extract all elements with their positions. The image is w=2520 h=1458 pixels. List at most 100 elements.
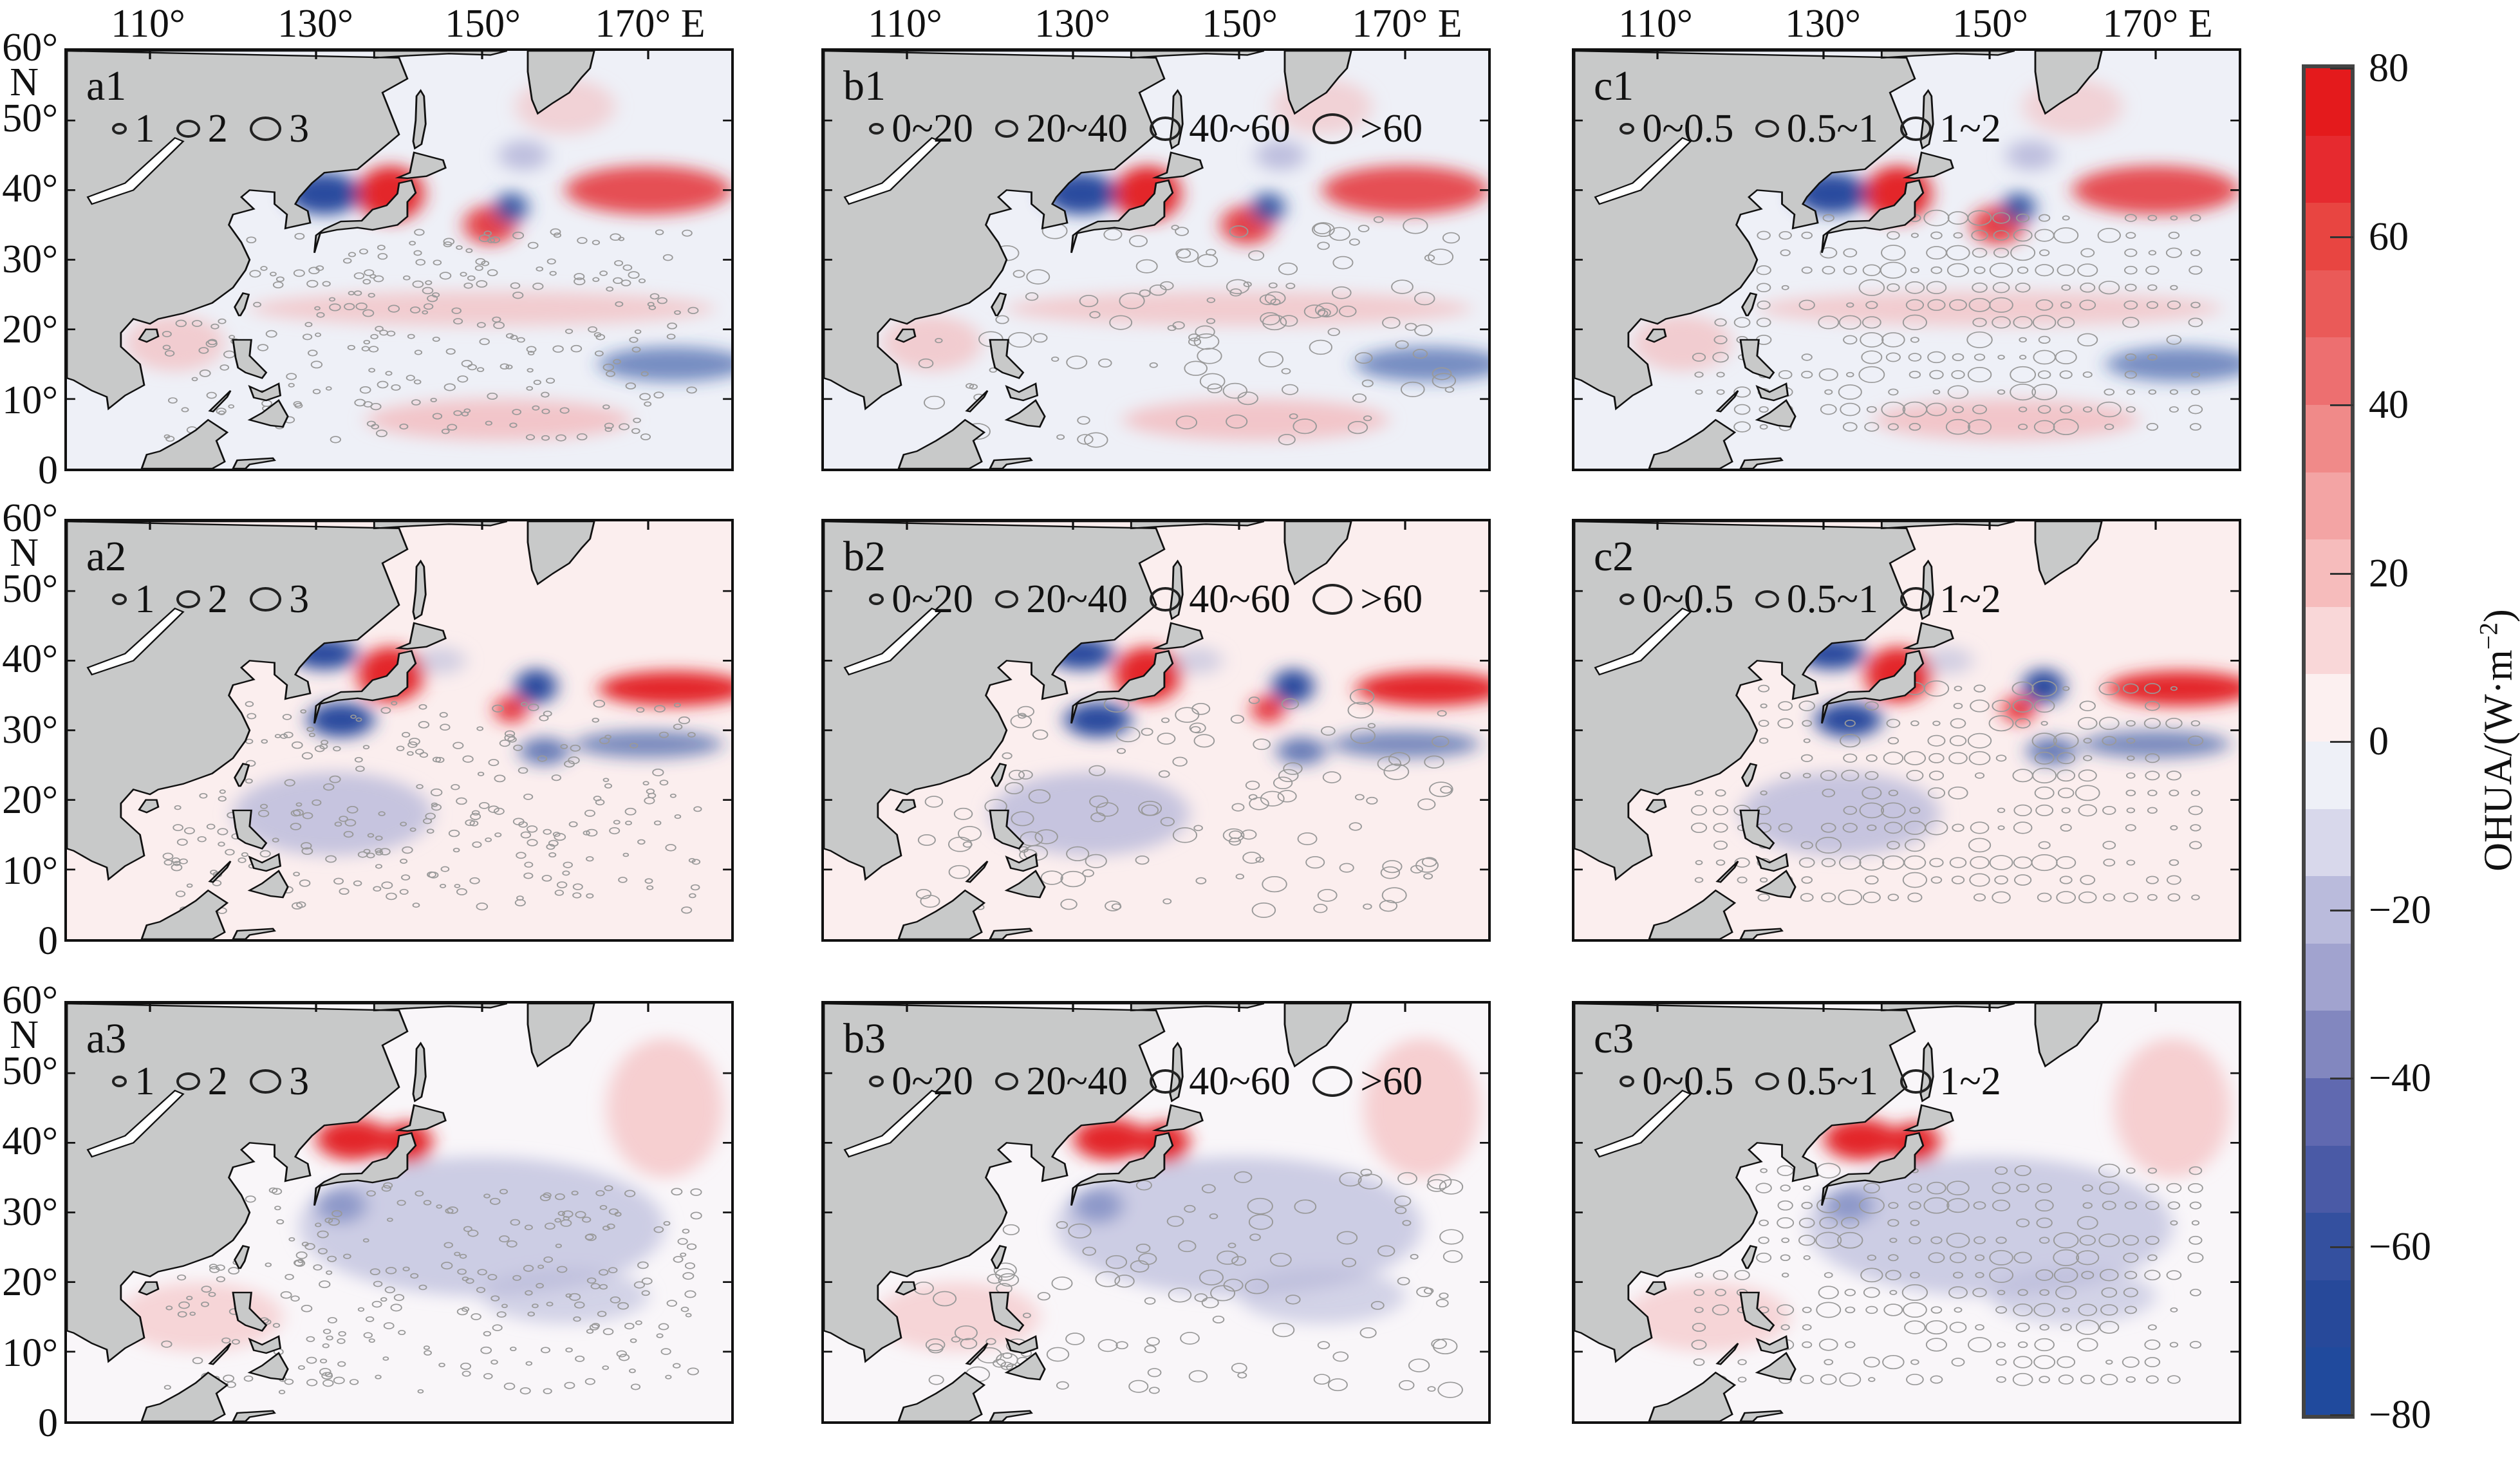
- circle-marker: [1992, 316, 2011, 329]
- negative-anomaly: [1255, 140, 1306, 171]
- circle-marker: [212, 880, 222, 886]
- circle-marker: [313, 1264, 322, 1271]
- circle-marker: [518, 821, 528, 828]
- circle-marker: [210, 870, 218, 875]
- circle-marker: [1759, 877, 1768, 883]
- circle-marker: [306, 1356, 317, 1364]
- circle-marker: [1863, 1182, 1880, 1194]
- circle-marker: [1199, 1269, 1224, 1285]
- circle-marker: [462, 755, 474, 763]
- circle-marker: [338, 1331, 346, 1337]
- circle-marker: [2190, 824, 2201, 832]
- circle-marker: [2037, 405, 2051, 414]
- circle-marker: [1951, 1358, 1965, 1367]
- circle-marker: [666, 333, 676, 340]
- circle-marker: [605, 370, 615, 377]
- circle-marker: [523, 793, 534, 800]
- circle-marker: [2013, 316, 2033, 329]
- circle-marker: [1248, 696, 1260, 704]
- circle-marker: [617, 1302, 629, 1310]
- circle-marker: [2038, 335, 2051, 344]
- circle-marker: [216, 407, 227, 415]
- circle-marker: [175, 319, 187, 328]
- circle-marker: [492, 704, 504, 713]
- negative-anomaly: [573, 730, 723, 758]
- circle-marker: [1432, 373, 1457, 389]
- circle-marker: [1380, 866, 1401, 879]
- circle-marker: [245, 778, 253, 784]
- circle-marker: [485, 837, 492, 843]
- circle-marker: [2032, 767, 2057, 783]
- circle-marker: [1863, 1356, 1880, 1368]
- negative-anomaly: [598, 346, 731, 382]
- circle-marker: [933, 1291, 957, 1307]
- circle-marker: [621, 279, 631, 286]
- circle-marker: [1139, 289, 1151, 297]
- circle-marker: [301, 1304, 313, 1313]
- land-taiwan: [1741, 1245, 1758, 1269]
- circle-marker: [441, 428, 450, 435]
- circle-marker: [1887, 283, 1900, 292]
- circle-marker: [1339, 1172, 1362, 1187]
- circle-marker: [293, 808, 304, 816]
- circle-marker: [201, 1301, 209, 1307]
- positive-anomaly: [2114, 1038, 2231, 1178]
- circle-marker: [622, 264, 633, 271]
- legend-circle-icon: [1619, 123, 1635, 135]
- circle-marker: [1858, 366, 1885, 384]
- circle-marker: [613, 277, 623, 285]
- circle-marker: [312, 389, 321, 395]
- circle-marker: [477, 771, 485, 776]
- circle-marker: [293, 269, 305, 277]
- negative-anomaly: [2027, 737, 2077, 765]
- legend-item: 20~40: [994, 579, 1128, 619]
- circle-marker: [375, 848, 383, 854]
- positive-anomaly: [366, 398, 632, 441]
- circle-marker: [454, 1251, 461, 1257]
- circle-marker: [595, 333, 606, 341]
- circle-marker: [1910, 337, 1919, 343]
- circle-marker: [2015, 1322, 2030, 1332]
- circle-marker: [209, 1266, 220, 1273]
- circle-marker: [283, 731, 294, 738]
- circle-marker: [363, 339, 371, 345]
- lake-baikal: [86, 136, 185, 205]
- circle-marker: [2169, 1341, 2179, 1348]
- circle-marker: [2125, 232, 2136, 239]
- circle-marker: [2190, 371, 2200, 378]
- circle-marker: [443, 241, 453, 248]
- circle-marker: [2062, 215, 2070, 221]
- circle-marker: [1758, 720, 1769, 727]
- circle-marker: [546, 843, 555, 850]
- circle-marker: [490, 1360, 498, 1365]
- circle-marker: [219, 789, 226, 794]
- circle-marker: [1866, 406, 1877, 413]
- circle-marker: [1089, 795, 1108, 808]
- circle-marker: [663, 1220, 671, 1226]
- circle-marker: [1194, 1293, 1208, 1302]
- map-canvas: [67, 1004, 731, 1421]
- circle-marker: [2124, 370, 2138, 379]
- circle-marker: [398, 1330, 406, 1336]
- land-kamchatka: [527, 1004, 595, 1068]
- circle-marker: [690, 1211, 702, 1220]
- circle-marker: [272, 837, 279, 843]
- circle-marker: [1382, 317, 1401, 329]
- circle-marker: [2188, 404, 2203, 415]
- circle-marker: [935, 337, 943, 344]
- circle-marker: [2034, 786, 2055, 799]
- lat-tick-label: 60°: [2, 978, 58, 1023]
- circle-marker: [432, 756, 442, 763]
- circle-marker: [2148, 389, 2157, 395]
- circle-marker: [1995, 1358, 2007, 1366]
- circle-marker: [1175, 415, 1198, 429]
- circle-marker: [1285, 283, 1296, 290]
- circle-marker: [1424, 254, 1435, 262]
- circle-marker: [375, 429, 388, 438]
- circle-marker: [564, 760, 575, 768]
- circle-marker: [499, 363, 510, 370]
- colorbar-bin: [2306, 606, 2351, 675]
- circle-marker: [652, 768, 664, 776]
- land-luzon: [989, 339, 1025, 379]
- legend-item: 0~0.5: [1619, 1061, 1733, 1101]
